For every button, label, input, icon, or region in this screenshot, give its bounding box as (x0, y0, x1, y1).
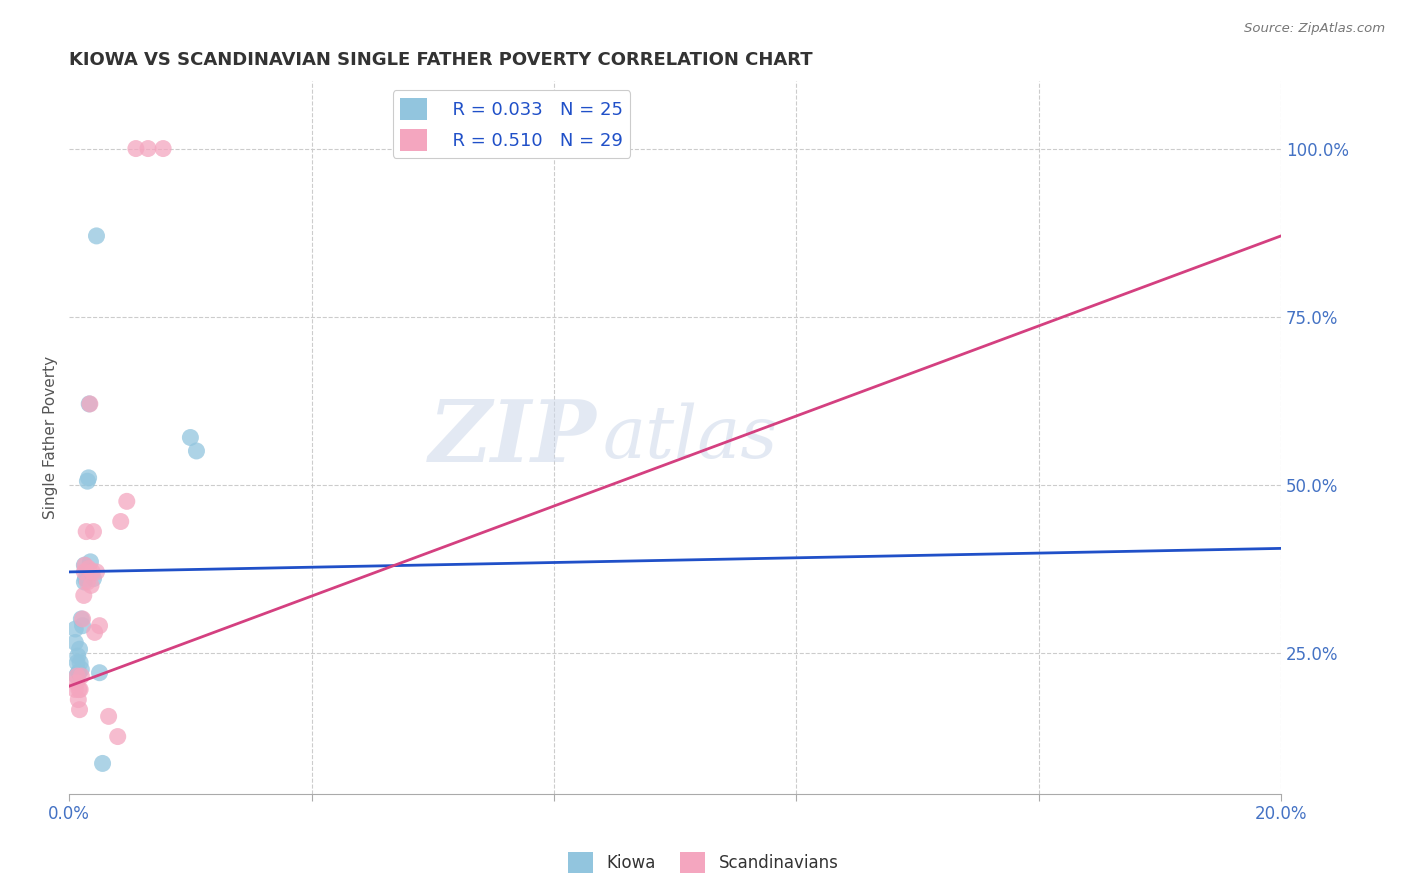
Text: ZIP: ZIP (429, 396, 596, 479)
Point (75, 572, 97, 586)
Point (82, 572, 104, 586)
Point (107, 730, 129, 744)
Point (67, 692, 90, 706)
Point (86, 228, 108, 243)
Point (69, 703, 91, 717)
Point (65, 675, 87, 690)
Point (73, 574, 96, 589)
Point (77, 561, 100, 575)
Point (91, 756, 114, 771)
Text: KIOWA VS SCANDINAVIAN SINGLE FATHER POVERTY CORRELATION CHART: KIOWA VS SCANDINAVIAN SINGLE FATHER POVE… (69, 51, 813, 69)
Point (72, 618, 94, 632)
Point (73, 558, 96, 573)
Point (77, 471, 100, 485)
Point (136, 142, 159, 156)
Point (125, 142, 148, 156)
Point (69, 642, 91, 657)
Point (73, 589, 96, 603)
Point (66, 656, 89, 670)
Point (110, 515, 132, 529)
Point (67, 682, 90, 697)
Point (66, 648, 89, 663)
Point (65, 669, 87, 683)
Text: Source: ZipAtlas.com: Source: ZipAtlas.com (1244, 22, 1385, 36)
Y-axis label: Single Father Poverty: Single Father Poverty (44, 356, 58, 519)
Point (67, 665, 90, 680)
Point (67, 665, 90, 680)
Point (79, 555, 101, 569)
Point (65, 682, 87, 697)
Point (73, 565, 96, 579)
Point (152, 142, 174, 156)
Legend: Kiowa, Scandinavians: Kiowa, Scandinavians (561, 846, 845, 880)
Point (179, 430, 201, 444)
Point (76, 474, 98, 488)
Point (89, 665, 111, 680)
Point (115, 494, 138, 508)
Point (76, 574, 98, 589)
Point (65, 635, 87, 649)
Point (186, 444, 208, 458)
Point (70, 662, 93, 676)
Point (97, 709, 120, 723)
Point (82, 524, 104, 539)
Legend:   R = 0.033   N = 25,   R = 0.510   N = 29: R = 0.033 N = 25, R = 0.510 N = 29 (392, 90, 630, 158)
Point (70, 612, 93, 626)
Text: atlas: atlas (602, 402, 778, 473)
Point (65, 622, 87, 636)
Point (79, 397, 101, 411)
Point (69, 656, 91, 670)
Point (83, 625, 105, 640)
Point (66, 669, 89, 683)
Point (77, 397, 100, 411)
Point (73, 558, 96, 573)
Point (89, 618, 111, 632)
Point (69, 682, 91, 697)
Point (70, 669, 93, 683)
Point (86, 565, 108, 579)
Point (80, 578, 103, 592)
Point (72, 612, 94, 626)
Point (82, 565, 104, 579)
Point (75, 524, 97, 539)
